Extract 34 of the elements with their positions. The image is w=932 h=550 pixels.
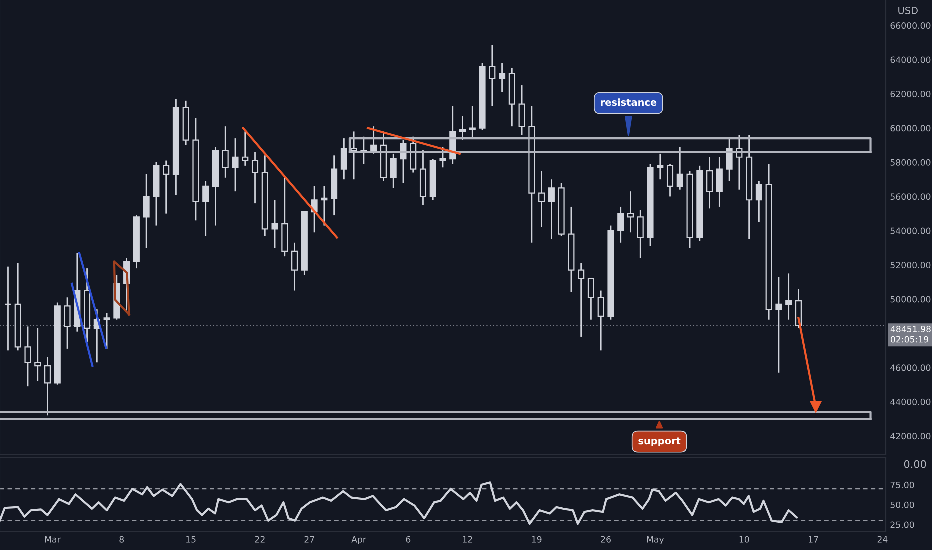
y-tick-label: 52000.00	[890, 262, 931, 269]
y-tick-label: 54000.00	[890, 228, 931, 234]
y-tick-label: 50.00	[890, 502, 914, 508]
ref-line-label: 48451.98 02:05:19	[890, 326, 931, 343]
x-tick-label: 24	[878, 536, 888, 543]
x-tick-label: 22	[255, 536, 265, 543]
y-tick-label: 44000.00	[890, 398, 931, 406]
y-tick-label: 25.00	[890, 522, 914, 528]
x-tick-label: Mar	[45, 536, 61, 543]
x-tick-label: 15	[186, 536, 196, 543]
y-tick-label: 58000.00	[890, 159, 931, 166]
y-tick-label: 56000.00	[890, 194, 931, 200]
y-tick-label: 66000.00	[890, 22, 931, 30]
text: 0.00	[904, 460, 926, 468]
x-tick-label: Apr	[352, 536, 366, 544]
y-axis-title: USD	[898, 6, 918, 14]
y-tick-label: 50000.00	[890, 296, 931, 303]
y-tick-label: 46000.00	[890, 364, 931, 372]
y-tick-label: 75.00	[890, 482, 914, 488]
annotation: resistance	[601, 98, 657, 106]
x-tick-label: 19	[532, 536, 542, 543]
annotation: support	[638, 438, 681, 447]
y-tick-label: 42000.00	[890, 433, 931, 440]
x-tick-label: 8	[120, 536, 124, 543]
y-tick-label: 60000.00	[890, 125, 931, 132]
y-tick-label: 64000.00	[890, 56, 931, 64]
x-tick-label: 17	[809, 536, 818, 543]
y-tick-label: 62000.00	[890, 90, 931, 98]
x-tick-label: May	[647, 536, 664, 544]
x-tick-label: 27	[304, 536, 314, 543]
x-tick-label: 12	[463, 536, 472, 543]
x-tick-label: 26	[601, 536, 611, 543]
x-tick-label: 6	[406, 536, 411, 543]
x-tick-label: 10	[740, 536, 750, 543]
